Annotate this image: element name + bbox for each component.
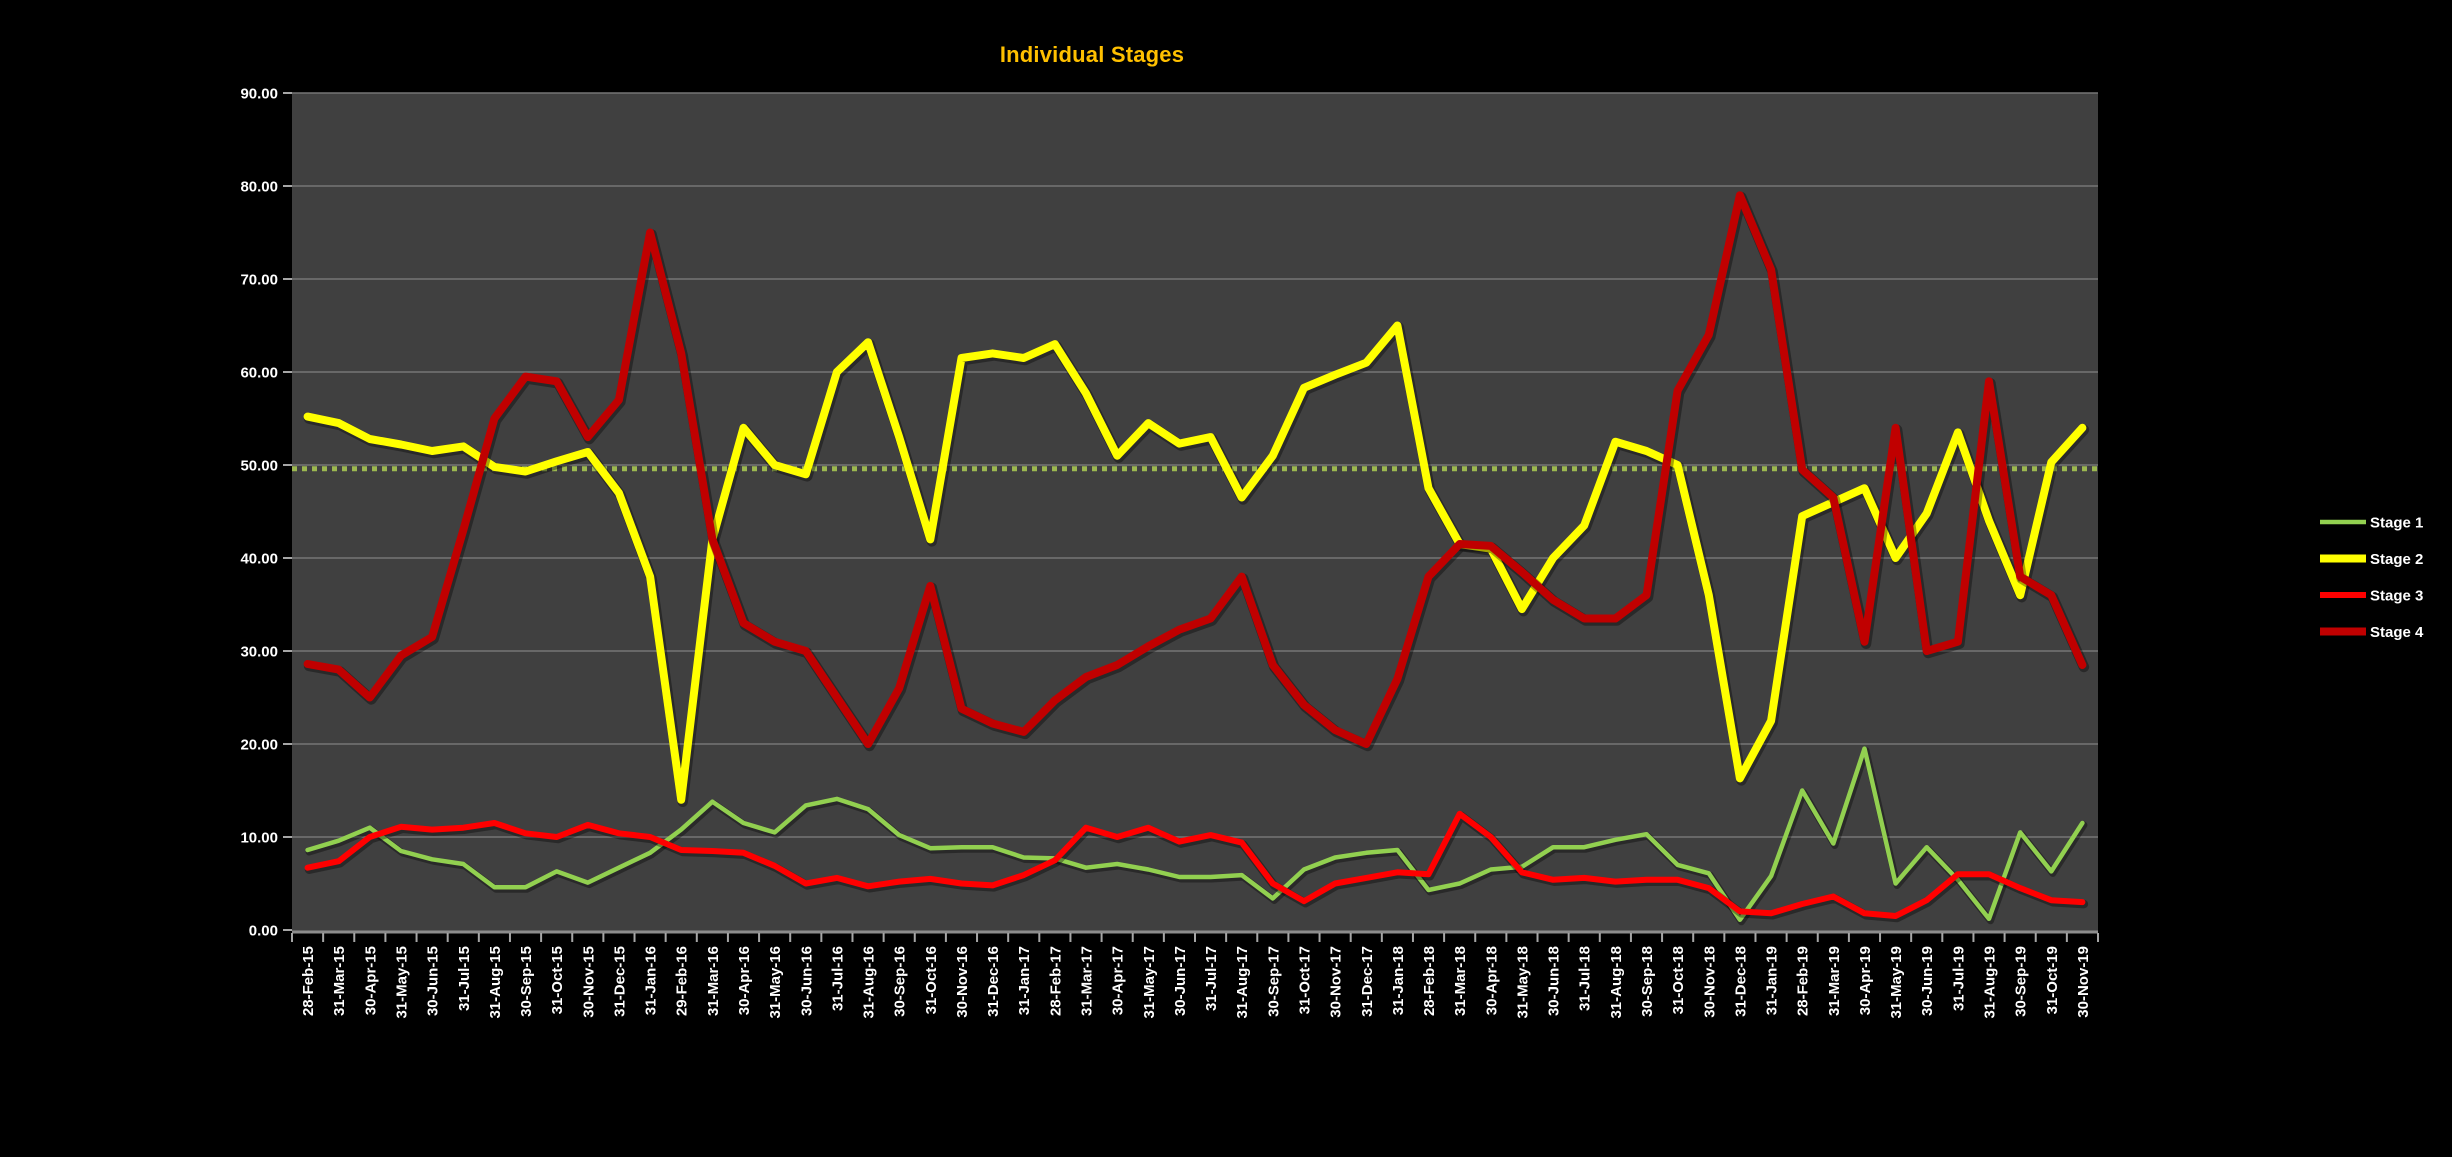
x-axis-label: 30-Apr-17 [1110,946,1127,1015]
x-axis-label: 31-Mar-19 [1826,946,1843,1016]
x-axis-label: 31-Jul-17 [1203,946,1220,1011]
legend-label-stage-4: Stage 4 [2370,624,2424,641]
x-axis-label: 31-Mar-15 [331,946,348,1016]
x-axis-label: 28-Feb-15 [300,946,317,1016]
x-axis-label: 31-May-17 [1141,946,1158,1019]
x-axis-label: 31-Oct-17 [1296,946,1313,1014]
x-axis-label: 31-Mar-17 [1079,946,1096,1016]
x-axis-label: 31-Mar-18 [1452,946,1469,1016]
x-axis-label: 30-Jun-19 [1919,946,1936,1016]
x-axis-label: 30-Nov-15 [580,946,597,1018]
x-axis-label: 31-Aug-17 [1234,946,1251,1019]
x-axis-label: 31-Oct-15 [549,946,566,1014]
x-axis-label: 31-Jan-19 [1764,946,1781,1015]
y-axis-label: 40.00 [240,550,278,567]
x-axis-label: 28-Feb-19 [1795,946,1812,1016]
x-axis-label: 30-Jun-15 [425,946,442,1016]
x-axis-label: 30-Sep-15 [518,946,535,1017]
y-axis-label: 50.00 [240,457,278,474]
legend-label-stage-2: Stage 2 [2370,551,2423,568]
x-axis-label: 31-Dec-17 [1359,946,1376,1017]
series-line-stage-2 [303,321,2087,804]
x-axis-label: 31-Dec-18 [1732,946,1749,1017]
x-axis-label: 31-Jan-18 [1390,946,1407,1015]
series-line-stage-1 [305,746,2085,923]
x-axis-label: 31-Jan-17 [1016,946,1033,1015]
x-axis-label: 28-Feb-18 [1421,946,1438,1016]
x-axis-label: 30-Jun-17 [1172,946,1189,1016]
x-axis-label: 30-Sep-16 [892,946,909,1017]
x-axis-label: 30-Nov-18 [1701,946,1718,1018]
x-axis-label: 31-Jul-16 [829,946,846,1011]
y-axis-label: 0.00 [249,922,278,939]
x-axis-label: 31-Oct-19 [2044,946,2061,1014]
x-axis-label: 31-Oct-18 [1670,946,1687,1014]
legend-label-stage-1: Stage 1 [2370,514,2423,531]
x-axis-label: 31-Jul-19 [1950,946,1967,1011]
y-axis-label: 60.00 [240,364,278,381]
x-axis-label: 30-Jun-16 [798,946,815,1016]
x-axis-label: 30-Apr-19 [1857,946,1874,1015]
x-axis-label: 29-Feb-16 [674,946,691,1016]
x-axis-label: 31-Aug-15 [487,946,504,1019]
x-axis-label: 30-Nov-19 [2075,946,2092,1018]
x-axis-label: 30-Nov-17 [1328,946,1345,1018]
series-line-stage-4 [303,191,2087,748]
x-axis-label: 31-May-16 [767,946,784,1019]
x-axis-label: 31-Mar-16 [705,946,722,1016]
x-axis-label: 31-May-18 [1514,946,1531,1019]
x-axis-label: 31-Oct-16 [923,946,940,1014]
x-axis-label: 31-Aug-16 [861,946,878,1019]
chart-title: Individual Stages [999,42,1185,67]
x-axis-label: 31-Dec-15 [611,946,628,1017]
x-axis-label: 31-Jul-15 [456,946,473,1011]
y-axis-label: 80.00 [240,178,278,195]
x-axis-label: 30-Jun-18 [1546,946,1563,1016]
series-line-stage-3 [304,810,2086,919]
x-axis-label: 31-May-19 [1888,946,1905,1019]
x-axis-label: 31-Aug-18 [1608,946,1625,1019]
x-axis-label: 30-Sep-19 [2013,946,2030,1017]
legend-label-stage-3: Stage 3 [2370,587,2423,604]
x-axis-label: 30-Apr-15 [362,946,379,1015]
x-axis-label: 30-Apr-16 [736,946,753,1015]
y-axis-label: 10.00 [240,829,278,846]
x-axis-label: 31-Aug-19 [1982,946,1999,1019]
x-axis-label: 31-Dec-16 [985,946,1002,1017]
plot-background [292,93,2098,933]
x-axis-label: 31-May-15 [393,946,410,1019]
y-axis-label: 90.00 [240,85,278,102]
y-axis-label: 20.00 [240,736,278,753]
x-axis-label: 28-Feb-17 [1047,946,1064,1016]
x-axis-label: 31-Jul-18 [1577,946,1594,1011]
y-axis-label: 70.00 [240,271,278,288]
y-axis-label: 30.00 [240,643,278,660]
x-axis-label: 30-Sep-18 [1639,946,1656,1017]
x-axis-label: 31-Jan-16 [643,946,660,1015]
x-axis-label: 30-Sep-17 [1265,946,1282,1017]
x-axis-label: 30-Nov-16 [954,946,971,1018]
x-axis-label: 30-Apr-18 [1483,946,1500,1015]
